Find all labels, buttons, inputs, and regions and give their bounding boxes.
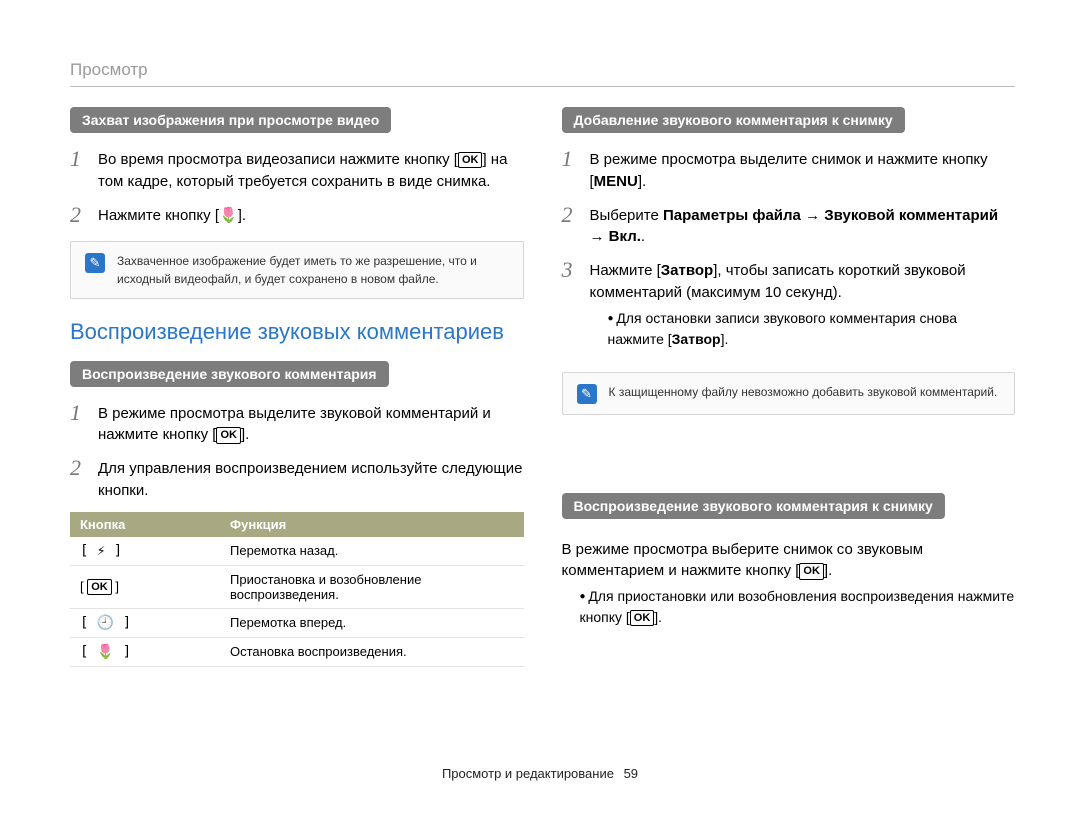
page-footer: Просмотр и редактирование 59 bbox=[0, 766, 1080, 781]
text: Для остановки записи звукового комментар… bbox=[608, 310, 958, 347]
right-column: Добавление звукового комментария к снимк… bbox=[562, 107, 1016, 667]
func-cell: Перемотка назад. bbox=[220, 537, 524, 566]
text-bold: Затвор bbox=[672, 331, 721, 347]
table-row: [ OK ] Приостановка и возобновление восп… bbox=[70, 565, 524, 608]
step-body: Нажмите [Затвор], чтобы записать коротки… bbox=[590, 258, 1016, 358]
pill-capture-video: Захват изображения при просмотре видео bbox=[70, 107, 391, 133]
step-1: 1 Во время просмотра видеозаписи нажмите… bbox=[70, 147, 524, 193]
left-column: Захват изображения при просмотре видео 1… bbox=[70, 107, 524, 667]
ok-icon: OK bbox=[799, 563, 824, 579]
func-cell: Приостановка и возобновление воспроизвед… bbox=[220, 565, 524, 608]
button-cell: [ ⚡ ] bbox=[70, 537, 220, 566]
step-body: Во время просмотра видеозаписи нажмите к… bbox=[98, 147, 524, 193]
step-num: 2 bbox=[70, 203, 88, 227]
ok-icon: OK bbox=[216, 427, 241, 443]
pill-playback-memo-image: Воспроизведение звукового комментария к … bbox=[562, 493, 945, 519]
step-1: 1 В режиме просмотра выделите снимок и н… bbox=[562, 147, 1016, 193]
text-bold: Вкл. bbox=[609, 228, 641, 245]
menu-label: MENU bbox=[594, 173, 638, 190]
step-body: Выберите Параметры файла → Звуковой комм… bbox=[590, 203, 1016, 249]
bullet-list: Для остановки записи звукового комментар… bbox=[590, 308, 1016, 350]
content-columns: Захват изображения при просмотре видео 1… bbox=[70, 107, 1015, 667]
page-number: 59 bbox=[624, 766, 638, 781]
text: В режиме просмотра выделите звуковой ком… bbox=[98, 405, 491, 444]
text: Нажмите [ bbox=[590, 262, 661, 279]
text: Во время просмотра видеозаписи нажмите к… bbox=[98, 151, 458, 168]
macro-icon: 🌷 bbox=[219, 207, 238, 224]
spacer bbox=[562, 433, 1016, 493]
table-header: Кнопка bbox=[70, 512, 220, 537]
step-num: 2 bbox=[70, 456, 88, 502]
button-cell: [ OK ] bbox=[70, 565, 220, 608]
step-num: 1 bbox=[562, 147, 580, 193]
note-box: ✎ Захваченное изображение будет иметь то… bbox=[70, 241, 524, 299]
bullet-list: Для приостановки или возобновления воспр… bbox=[562, 586, 1016, 628]
text-bold: Звуковой комментарий bbox=[824, 207, 998, 224]
paragraph: В режиме просмотра выберите снимок со зв… bbox=[562, 537, 1016, 583]
text: → bbox=[590, 228, 609, 245]
text: ]. bbox=[241, 426, 249, 443]
text: В режиме просмотра выберите снимок со зв… bbox=[562, 541, 924, 580]
step-num: 1 bbox=[70, 147, 88, 193]
table-header: Функция bbox=[220, 512, 524, 537]
step-body: В режиме просмотра выделите звуковой ком… bbox=[98, 401, 524, 447]
list-item: Для приостановки или возобновления воспр… bbox=[580, 586, 1016, 628]
step-2: 2 Нажмите кнопку [🌷]. bbox=[70, 203, 524, 227]
step-3: 3 Нажмите [Затвор], чтобы записать корот… bbox=[562, 258, 1016, 358]
table-row: [ ⚡ ] Перемотка назад. bbox=[70, 537, 524, 566]
text: ]. bbox=[824, 562, 832, 579]
text: → bbox=[801, 207, 824, 224]
info-icon: ✎ bbox=[85, 253, 105, 273]
text: ]. bbox=[721, 331, 729, 347]
button-cell: [ 🕘 ] bbox=[70, 608, 220, 637]
text: ]. bbox=[654, 609, 662, 625]
func-cell: Перемотка вперед. bbox=[220, 608, 524, 637]
text: ]. bbox=[238, 207, 246, 224]
note-box: ✎ К защищенному файлу невозможно добавит… bbox=[562, 372, 1016, 415]
step-body: Нажмите кнопку [🌷]. bbox=[98, 203, 246, 227]
ok-icon: OK bbox=[458, 152, 483, 168]
step-2: 2 Для управления воспроизведением исполь… bbox=[70, 456, 524, 502]
pill-playback-memo: Воспроизведение звукового комментария bbox=[70, 361, 389, 387]
text: . bbox=[641, 228, 645, 245]
step-body: В режиме просмотра выделите снимок и наж… bbox=[590, 147, 1016, 193]
buttons-table: Кнопка Функция [ ⚡ ] Перемотка назад. [ … bbox=[70, 512, 524, 667]
ok-icon: OK bbox=[87, 579, 112, 595]
step-num: 1 bbox=[70, 401, 88, 447]
button-cell: [ 🌷 ] bbox=[70, 637, 220, 666]
list-item: Для остановки записи звукового комментар… bbox=[608, 308, 1016, 350]
text: В режиме просмотра выделите снимок и наж… bbox=[590, 151, 988, 190]
text: Выберите bbox=[590, 207, 663, 224]
table-row: [ 🌷 ] Остановка воспроизведения. bbox=[70, 637, 524, 666]
ok-icon: OK bbox=[630, 610, 655, 626]
text: ]. bbox=[638, 173, 646, 190]
section-title: Воспроизведение звуковых комментариев bbox=[70, 319, 524, 345]
step-2: 2 Выберите Параметры файла → Звуковой ко… bbox=[562, 203, 1016, 249]
page-header: Просмотр bbox=[70, 60, 1015, 87]
table-row: [ 🕘 ] Перемотка вперед. bbox=[70, 608, 524, 637]
note-text: К защищенному файлу невозможно добавить … bbox=[609, 383, 998, 404]
note-text: Захваченное изображение будет иметь то ж… bbox=[117, 252, 509, 288]
step-body: Для управления воспроизведением использу… bbox=[98, 456, 524, 502]
step-1: 1 В режиме просмотра выделите звуковой к… bbox=[70, 401, 524, 447]
func-cell: Остановка воспроизведения. bbox=[220, 637, 524, 666]
info-icon: ✎ bbox=[577, 384, 597, 404]
footer-text: Просмотр и редактирование bbox=[442, 766, 614, 781]
step-num: 2 bbox=[562, 203, 580, 249]
text-bold: Затвор bbox=[661, 262, 713, 279]
text: Нажмите кнопку [ bbox=[98, 207, 219, 224]
pill-add-memo: Добавление звукового комментария к снимк… bbox=[562, 107, 905, 133]
text-bold: Параметры файла bbox=[663, 207, 801, 224]
step-num: 3 bbox=[562, 258, 580, 358]
